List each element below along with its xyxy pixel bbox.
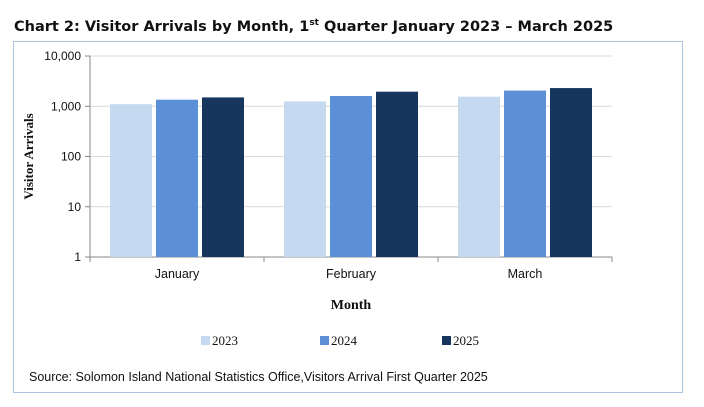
y-tick-label: 10,000	[44, 49, 81, 63]
y-tick-label: 10	[68, 200, 82, 214]
x-tick-label: January	[155, 267, 200, 281]
x-tick-label: March	[508, 267, 543, 281]
chart-title: Chart 2: Visitor Arrivals by Month, 1st …	[14, 18, 613, 35]
source-note: Source: Solomon Island National Statisti…	[29, 370, 488, 384]
chart-title-superscript: st	[309, 18, 319, 28]
y-tick-label: 1,000	[51, 99, 81, 113]
bar-2023-february	[284, 101, 326, 257]
legend-swatch-2024	[320, 336, 329, 345]
bar-2025-february	[376, 91, 418, 258]
bar-2023-january	[110, 104, 152, 258]
bar-2024-january	[156, 99, 198, 257]
legend-label-2023: 2023	[212, 333, 238, 348]
y-tick-label: 1	[74, 250, 81, 264]
chart-frame	[13, 41, 683, 393]
y-tick-label: 100	[61, 150, 81, 164]
legend-label-2025: 2025	[453, 333, 479, 348]
bar-2024-february	[330, 95, 372, 257]
x-tick-label: February	[326, 267, 377, 281]
x-axis-title: Month	[331, 298, 372, 313]
bar-2025-march	[550, 88, 592, 257]
bar-2024-march	[504, 90, 546, 257]
chart-title-suffix: Quarter January 2023 – March 2025	[319, 18, 614, 35]
legend-swatch-2023	[201, 336, 210, 345]
bar-2025-january	[202, 97, 244, 257]
chart-title-prefix: Chart 2: Visitor Arrivals by Month, 1	[14, 18, 310, 35]
legend-label-2024: 2024	[331, 333, 358, 348]
legend-swatch-2025	[442, 336, 451, 345]
bar-2023-march	[458, 96, 500, 258]
y-axis-title: Visitor Arrivals	[21, 113, 36, 199]
